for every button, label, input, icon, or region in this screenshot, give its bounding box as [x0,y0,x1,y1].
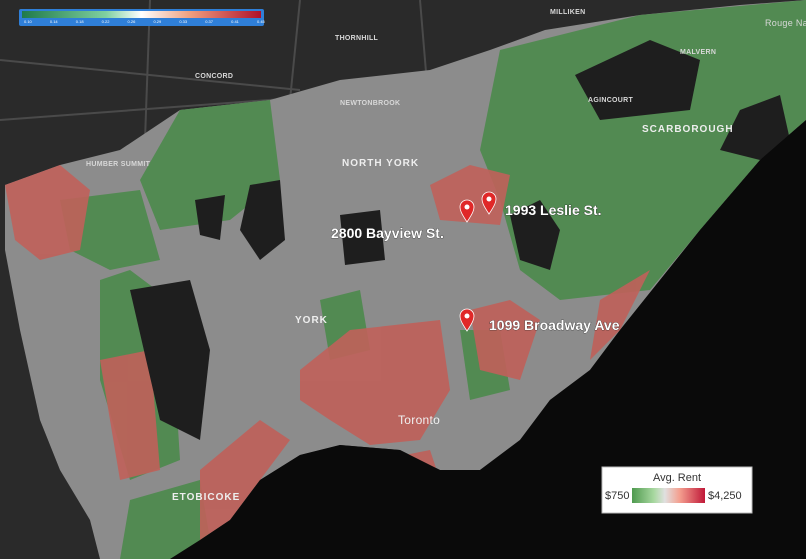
place-label: THORNHILL [335,35,379,42]
legend-min: $750 [605,490,629,502]
color-bar-tick: 0.29 [153,19,162,24]
color-bar-tick: 0.10 [24,19,33,24]
place-labels: THORNHILL MILLIKEN CONCORD NEWTONBROOK N… [86,9,806,503]
place-label: MILLIKEN [550,9,585,16]
place-label: AGINCOURT [588,97,634,104]
pin-dot [486,196,492,202]
color-bar: 0.10 0.14 0.18 0.22 0.26 0.29 0.33 0.37 0.41 0.45 [19,9,266,26]
color-bar-tick: 0.37 [205,19,214,24]
place-label: SCARBOROUGH [642,124,734,135]
lake-ontario [170,120,806,559]
marker-label: 2800 Bayview St. [331,225,444,241]
red-areas [5,165,650,540]
pin [459,308,475,332]
place-label: CONCORD [195,73,233,80]
pin [459,199,475,223]
color-bar-tick: 0.26 [128,19,137,24]
pin-dot [464,204,470,210]
place-label: MALVERN [680,49,716,56]
markers: 2800 Bayview St. 1993 Leslie St. 1099 Br… [331,191,620,333]
color-bar-tick: 0.14 [50,19,59,24]
color-bar-tick: 0.18 [76,19,85,24]
legend-max: $4,250 [708,490,742,502]
color-bar-tick: 0.22 [102,19,111,24]
place-label: HUMBER SUMMIT [86,161,151,168]
color-bar-tick: 0.41 [231,19,240,24]
color-bar-tick: 0.45 [257,19,266,24]
legend: Avg. Rent $750 $4,250 [601,466,753,514]
legend-title: Avg. Rent [653,472,701,484]
place-label: Rouge National Urban Park [765,18,806,28]
pin [481,191,497,215]
place-label: NEWTONBROOK [340,100,400,107]
color-bar-tick: 0.33 [179,19,188,24]
place-label: NORTH YORK [342,158,419,169]
marker-label: 1993 Leslie St. [505,202,602,218]
pin-dot [464,313,470,319]
place-label: Toronto [398,413,440,427]
place-label: YORK [295,315,328,326]
no-data-areas [130,40,790,440]
legend-gradient [632,488,705,503]
color-bar-gradient [22,11,261,18]
place-label: ETOBICOKE [172,492,240,503]
marker-label: 1099 Broadway Ave [489,317,620,333]
